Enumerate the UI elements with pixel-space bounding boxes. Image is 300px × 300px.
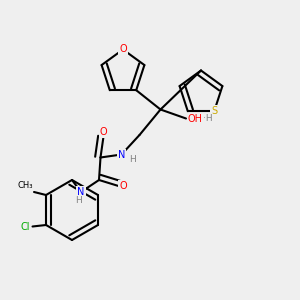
Text: Cl: Cl	[20, 221, 29, 232]
Text: CH₃: CH₃	[17, 182, 32, 190]
Text: O: O	[119, 44, 127, 55]
Text: ·H: ·H	[202, 114, 212, 123]
Text: N: N	[118, 149, 125, 160]
Text: O: O	[100, 127, 107, 137]
Text: H: H	[75, 196, 81, 206]
Text: N: N	[77, 187, 85, 197]
Text: OH: OH	[188, 113, 202, 124]
Text: H: H	[129, 154, 136, 164]
Text: S: S	[211, 106, 217, 116]
Text: O: O	[119, 181, 127, 191]
